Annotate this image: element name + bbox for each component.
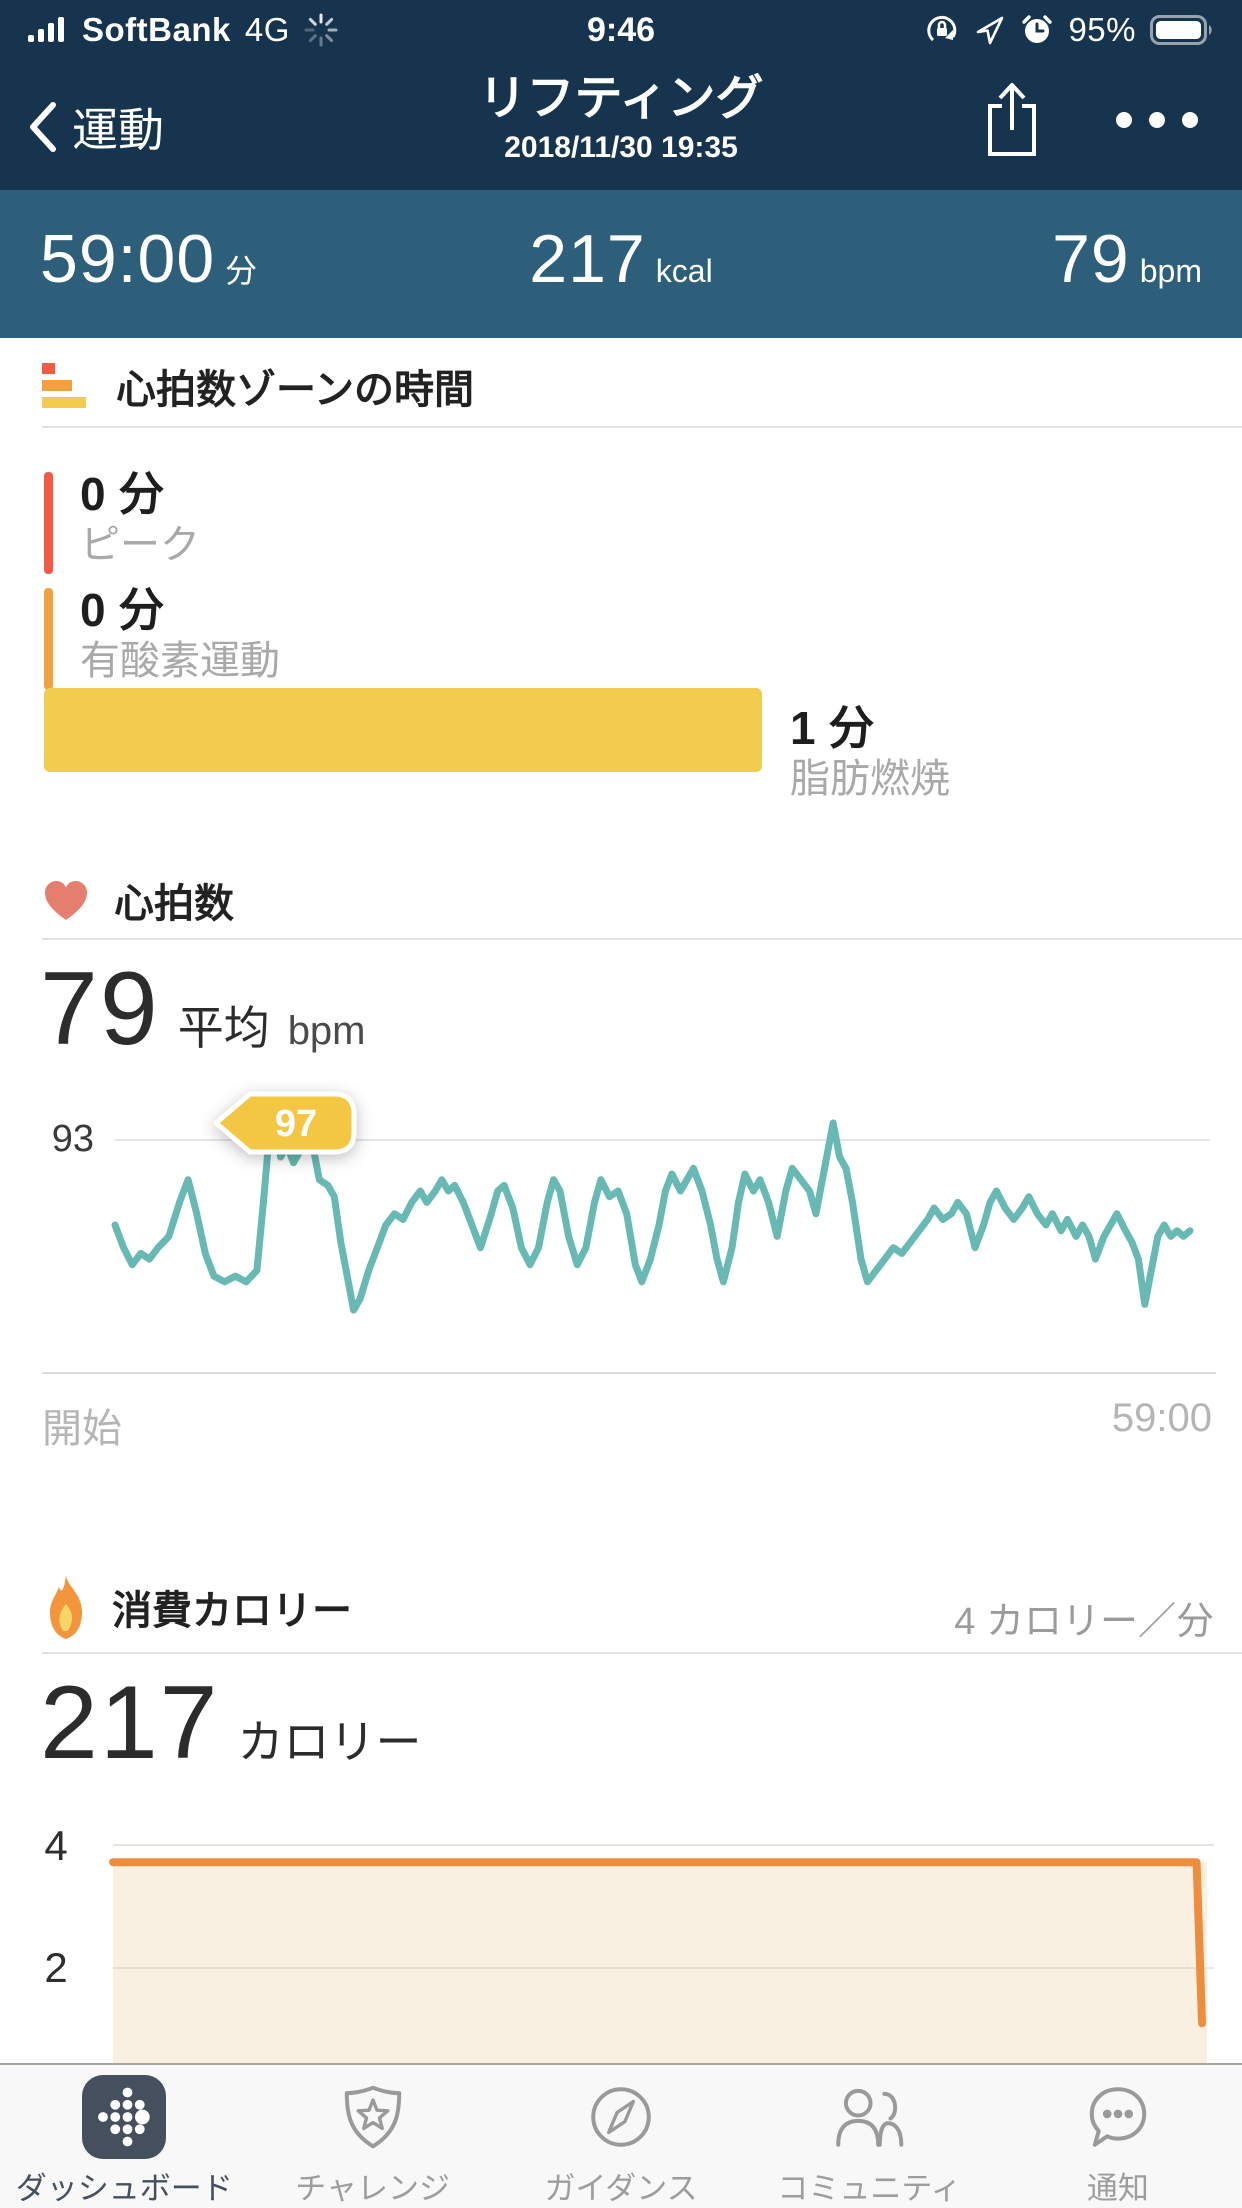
signal-strength-icon: [28, 17, 64, 42]
tab-community[interactable]: コミュニティ: [745, 2065, 993, 2208]
tab-guidance-label: ガイダンス: [544, 2171, 698, 2206]
calories-value: 217: [529, 221, 646, 297]
status-bar: SoftBank 4G 9:46: [0, 0, 1242, 60]
back-chevron-icon: [30, 102, 56, 152]
status-right: 95%: [924, 11, 1214, 49]
tab-community-label: コミュニティ: [777, 2171, 962, 2206]
cal-tick-2: 2: [44, 1944, 68, 1991]
heart-rate-section-title: 心拍数: [114, 882, 234, 926]
cal-tick-4: 4: [44, 1822, 68, 1869]
divider: [42, 938, 1242, 940]
tab-notifications[interactable]: 通知: [994, 2065, 1242, 2208]
alarm-icon: [1022, 15, 1053, 43]
hr-x-axis-line: [42, 1372, 1216, 1374]
total-calories-label: カロリー: [237, 1716, 422, 1768]
nav-header: 運動 リフティング 2018/11/30 19:35: [0, 60, 1242, 190]
location-services-icon: [977, 16, 1004, 45]
network-label: 4G: [244, 11, 290, 48]
zone-cardio-value: 0 分: [80, 584, 165, 636]
zones-section-header: 心拍数ゾーンの時間: [42, 358, 474, 414]
tab-dashboard[interactable]: ダッシュボード: [0, 2065, 248, 2208]
battery-icon: [1150, 15, 1212, 45]
back-button[interactable]: 運動: [28, 94, 164, 160]
divider: [42, 426, 1242, 428]
nav-actions: [982, 80, 1202, 160]
calories-total-row: 217 カロリー: [40, 1664, 422, 1783]
page-subtitle: 2018/11/30 19:35: [504, 131, 738, 164]
heart-rate-callout[interactable]: 97: [208, 1090, 360, 1156]
heart-rate-chart[interactable]: [0, 1100, 1242, 1340]
calories-rate-label: 4 カロリー／分: [954, 1601, 1214, 1643]
summary-heart-rate: 79 bpm: [815, 220, 1202, 298]
zone-fat-burn-bar: [44, 688, 762, 772]
summary-duration: 59:00 分: [40, 220, 427, 298]
calories-section-header: 消費カロリー: [44, 1574, 352, 1640]
fitbit-dashboard-icon: [82, 2073, 167, 2161]
total-calories-value: 217: [40, 1665, 220, 1781]
zone-peak-label: ピーク: [80, 523, 200, 567]
summary-calories: 217 kcal: [427, 220, 814, 298]
tab-challenges[interactable]: チャレンジ: [248, 2065, 496, 2208]
average-label: 平均: [177, 1002, 270, 1054]
hr-x-end-label: 59:00: [1111, 1396, 1212, 1440]
back-label: 運動: [72, 104, 164, 156]
tab-guidance[interactable]: ガイダンス: [497, 2065, 745, 2208]
guidance-compass-icon: [584, 2073, 658, 2161]
status-left: SoftBank 4G: [28, 11, 338, 49]
zones-section-title: 心拍数ゾーンの時間: [116, 368, 474, 412]
calories-unit: kcal: [655, 253, 713, 289]
more-options-button[interactable]: [1112, 108, 1202, 132]
rotation-lock-icon: [927, 15, 957, 42]
challenges-badge-icon: [336, 2073, 410, 2161]
flame-icon: [50, 1575, 82, 1639]
workout-summary-band: 59:00 分 217 kcal 79 bpm: [0, 190, 1242, 338]
zone-fat-burn-value: 1 分: [790, 702, 875, 754]
heart-rate-section-header: 心拍数: [42, 874, 234, 926]
zone-peak-value: 0 分: [80, 468, 165, 520]
divider: [42, 1652, 1242, 1654]
heart-rate-unit: bpm: [1139, 253, 1202, 289]
average-bpm-value: 79: [40, 951, 160, 1067]
duration-value: 59:00: [40, 221, 216, 297]
zone-peak-bar: [44, 472, 53, 574]
calories-section-title: 消費カロリー: [112, 1589, 352, 1633]
heart-rate-value: 79: [1052, 221, 1130, 297]
duration-unit: 分: [225, 253, 258, 289]
bpm-unit-label: bpm: [287, 1009, 366, 1053]
heart-icon: [45, 881, 87, 920]
tab-bar: ダッシュボード チャレンジ ガイダンス: [0, 2063, 1242, 2208]
battery-percent-label: 95%: [1068, 11, 1136, 48]
share-button[interactable]: [982, 80, 1042, 160]
community-people-icon: [829, 2073, 909, 2161]
calories-chart: [109, 1844, 1214, 2063]
hr-x-start-label: 開始: [42, 1407, 122, 1451]
heart-rate-average-row: 79 平均 bpm: [40, 950, 366, 1069]
zone-cardio-label: 有酸素運動: [80, 639, 280, 683]
nav-title-block: リフティング 2018/11/30 19:35: [200, 68, 1042, 166]
heart-rate-zones-icon: [42, 363, 86, 408]
tab-challenges-label: チャレンジ: [295, 2171, 450, 2206]
page-title: リフティング: [478, 72, 764, 125]
clock-label: 9:46: [586, 10, 656, 49]
notifications-chat-icon: [1081, 2073, 1155, 2161]
activity-spinner-icon: [304, 13, 338, 47]
callout-max-bpm: 97: [275, 1103, 317, 1145]
carrier-label: SoftBank: [82, 11, 231, 48]
hr-axis-max-label: 93: [51, 1118, 94, 1160]
zone-fat-burn-label: 脂肪燃焼: [790, 757, 950, 801]
tab-notifications-label: 通知: [1086, 2171, 1149, 2206]
tab-dashboard-label: ダッシュボード: [15, 2171, 233, 2206]
zone-cardio-bar: [44, 588, 53, 690]
